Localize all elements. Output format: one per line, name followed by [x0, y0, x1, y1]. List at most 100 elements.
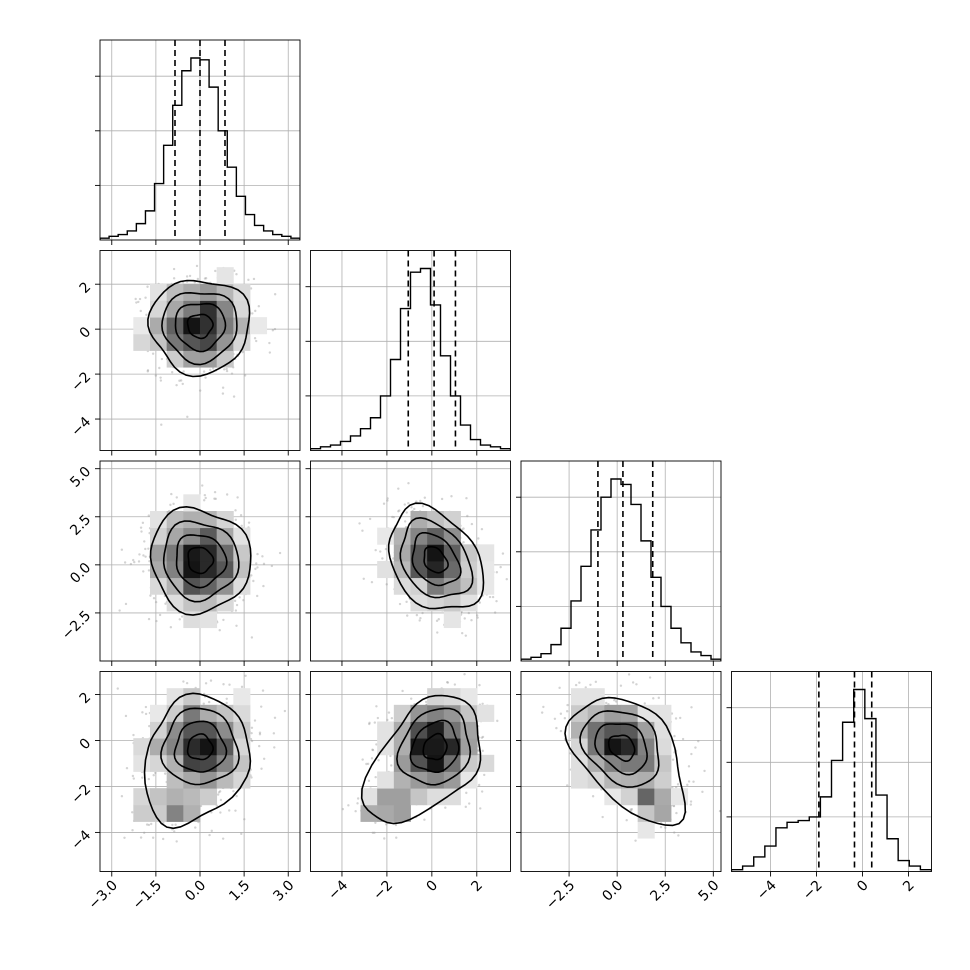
density-cell — [477, 704, 495, 722]
scatter-point — [170, 492, 173, 496]
contour-level-2 — [411, 532, 462, 587]
density-cell — [377, 721, 395, 739]
scatter-point — [480, 527, 484, 531]
density-cell — [200, 721, 218, 739]
density-cell — [233, 317, 251, 335]
scatter-point — [258, 744, 261, 748]
scatter-point — [232, 790, 235, 793]
scatter-point — [171, 823, 174, 827]
scatter-panel-1-3: −2.50.02.55.0 — [59, 460, 301, 666]
scatter-point — [370, 580, 374, 584]
scatter-point — [132, 558, 135, 562]
scatter-point — [407, 502, 410, 505]
scatter-point — [240, 685, 244, 689]
scatter-point — [450, 495, 453, 498]
scatter-point — [139, 836, 143, 839]
contour-level-1 — [186, 313, 214, 340]
density-cell — [427, 544, 445, 562]
scatter-point — [185, 275, 189, 278]
scatter-point — [253, 336, 257, 340]
panel-frame — [520, 460, 722, 662]
scatter-point — [250, 726, 254, 730]
density-cell — [166, 544, 184, 562]
scatter-point — [230, 372, 234, 375]
contour-level-4 — [143, 692, 252, 830]
x-tick-label: 0 — [854, 878, 872, 896]
scatter-point — [273, 293, 277, 296]
density-cell — [360, 788, 378, 806]
scatter-point — [365, 762, 368, 766]
density-cell — [427, 788, 445, 806]
scatter-point — [273, 746, 276, 749]
scatter-point — [233, 599, 237, 603]
scatter-point — [250, 574, 253, 577]
scatter-point — [268, 341, 271, 345]
scatter-point — [218, 790, 222, 793]
contours — [387, 502, 485, 610]
scatter-point — [251, 312, 254, 315]
scatter-point — [390, 716, 394, 720]
scatter-point — [149, 822, 153, 826]
density-cell — [133, 738, 151, 756]
scatter-point — [185, 681, 189, 685]
scatter-point — [182, 680, 185, 683]
density-cell — [393, 754, 411, 772]
scatter-point — [199, 804, 203, 808]
scatter-point — [178, 618, 181, 621]
y-tick-label: 2 — [77, 279, 95, 297]
y-tick-label: −4 — [68, 827, 94, 853]
density-cell — [183, 804, 201, 822]
scatter-point — [175, 383, 178, 387]
scatter-point — [398, 602, 402, 606]
scatter-point — [154, 771, 157, 775]
scatter-point — [172, 277, 176, 280]
scatter-point — [255, 339, 258, 343]
scatter-point — [211, 367, 215, 370]
density-cell — [166, 688, 184, 706]
scatter-point — [214, 269, 217, 273]
scatter-point — [478, 601, 482, 604]
histogram-panel-3 — [516, 460, 722, 666]
scatter-point — [254, 567, 257, 571]
scatter-panel-3-4: −2.5 0.0 2.5 5.0 — [516, 671, 723, 913]
density-cell — [410, 594, 428, 612]
x-tick-label: 3.0 — [270, 878, 297, 905]
scatter-point — [252, 579, 255, 583]
scatter-point — [368, 722, 371, 726]
density-cell — [233, 688, 251, 706]
panel-frame — [731, 671, 932, 872]
density-cell — [183, 788, 201, 806]
scatter-point — [496, 719, 499, 723]
contour-level-1 — [423, 546, 449, 574]
density-cell — [150, 283, 168, 301]
scatter-point — [262, 562, 266, 566]
density-cell — [410, 511, 428, 529]
scatter-point — [198, 389, 202, 392]
density-cell — [183, 350, 201, 368]
scatter-point — [476, 616, 479, 619]
contour-level-3 — [399, 517, 474, 599]
scatter-point — [123, 561, 127, 564]
scatter-point — [204, 496, 207, 500]
scatter-point — [401, 689, 404, 693]
density-cell — [216, 333, 234, 351]
scatter-point — [271, 329, 275, 332]
histogram-panel-2 — [305, 250, 511, 456]
density-cell — [233, 704, 251, 722]
contour-level-4 — [387, 502, 485, 610]
density-cell — [200, 527, 218, 545]
contours — [360, 694, 482, 825]
x-tick-label: 0 — [423, 878, 441, 896]
scatter-point — [384, 547, 388, 551]
scatter-point — [460, 631, 464, 635]
scatter-point — [161, 837, 165, 841]
density-cell — [200, 788, 218, 806]
scatter-point — [463, 673, 466, 676]
scatter-point — [155, 619, 158, 623]
scatter-point — [418, 619, 421, 622]
scatter-point — [475, 614, 479, 617]
scatter-point — [255, 562, 258, 565]
scatter-point — [213, 497, 216, 500]
scatter-point — [481, 749, 484, 753]
density-cell — [393, 527, 411, 545]
